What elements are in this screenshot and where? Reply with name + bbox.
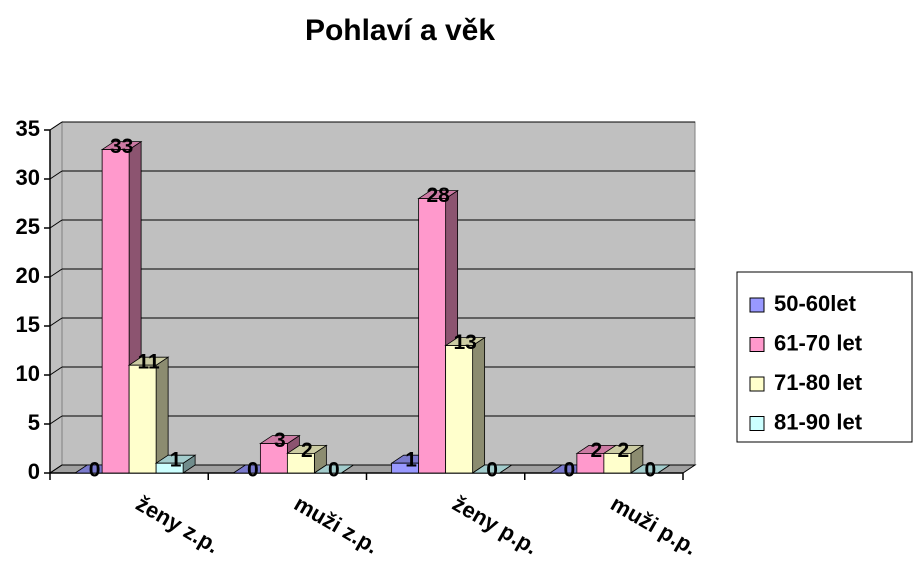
- grid-line-side: [49, 121, 63, 131]
- data-label: 13: [453, 331, 476, 354]
- y-tick-label: 10: [16, 361, 40, 386]
- grid-line-side: [49, 317, 63, 327]
- grid-line-side: [49, 464, 63, 474]
- bar-top: [471, 464, 513, 474]
- data-label: 28: [426, 184, 450, 207]
- data-label: 0: [645, 459, 657, 482]
- grid-line-side: [49, 415, 63, 425]
- legend-label: 81-90 let: [774, 409, 863, 434]
- grid-line-side: [49, 366, 63, 376]
- bar: [259, 443, 288, 474]
- legend-swatch: [749, 337, 765, 352]
- data-label: 0: [89, 459, 101, 482]
- x-tick-label: ženy z.p.: [132, 491, 224, 558]
- data-label: 0: [564, 459, 576, 482]
- bar: [155, 462, 184, 474]
- bar-top: [313, 464, 355, 474]
- data-label: 1: [405, 449, 417, 472]
- data-label: 33: [110, 135, 133, 158]
- data-label: 2: [591, 439, 603, 462]
- y-tick-label: 25: [16, 214, 40, 239]
- y-tick-label: 30: [16, 165, 40, 190]
- x-tick-label: muži z.p.: [290, 491, 383, 559]
- y-tick-label: 35: [16, 116, 40, 141]
- bar-top: [629, 464, 672, 474]
- bar-side: [472, 336, 486, 474]
- bar: [101, 149, 130, 474]
- grid-line-side: [49, 268, 63, 278]
- legend-label: 50-60let: [774, 291, 857, 316]
- legend-swatch: [749, 376, 765, 392]
- x-tick-label: ženy p.p.: [448, 491, 542, 560]
- bar: [286, 452, 315, 474]
- y-tick-label: 5: [28, 410, 40, 435]
- y-tick-label: 15: [16, 312, 40, 337]
- data-label: 3: [274, 429, 286, 452]
- bar: [128, 364, 157, 474]
- x-tick-label: muži p.p.: [606, 491, 701, 560]
- legend-box: [736, 271, 913, 443]
- data-label: 0: [328, 459, 340, 482]
- chart-title: Pohlaví a věk: [305, 14, 495, 47]
- data-label: 0: [486, 459, 498, 482]
- data-label: 2: [618, 439, 630, 462]
- bar: [603, 452, 632, 474]
- grid-line-side: [49, 170, 63, 180]
- data-label: 2: [301, 439, 313, 462]
- legend-label: 71-80 let: [774, 370, 863, 395]
- bar: [445, 345, 474, 474]
- y-tick-label: 20: [16, 263, 40, 288]
- legend-swatch: [749, 297, 765, 313]
- legend-label: 61-70 let: [774, 330, 863, 355]
- bar: [418, 198, 447, 474]
- y-tick-label: 0: [28, 459, 40, 484]
- data-label: 1: [170, 449, 182, 472]
- grid-line-side: [49, 219, 63, 229]
- legend-swatch: [749, 416, 765, 431]
- data-label: 0: [247, 459, 259, 482]
- data-label: 11: [138, 351, 161, 374]
- bar-side: [155, 356, 169, 474]
